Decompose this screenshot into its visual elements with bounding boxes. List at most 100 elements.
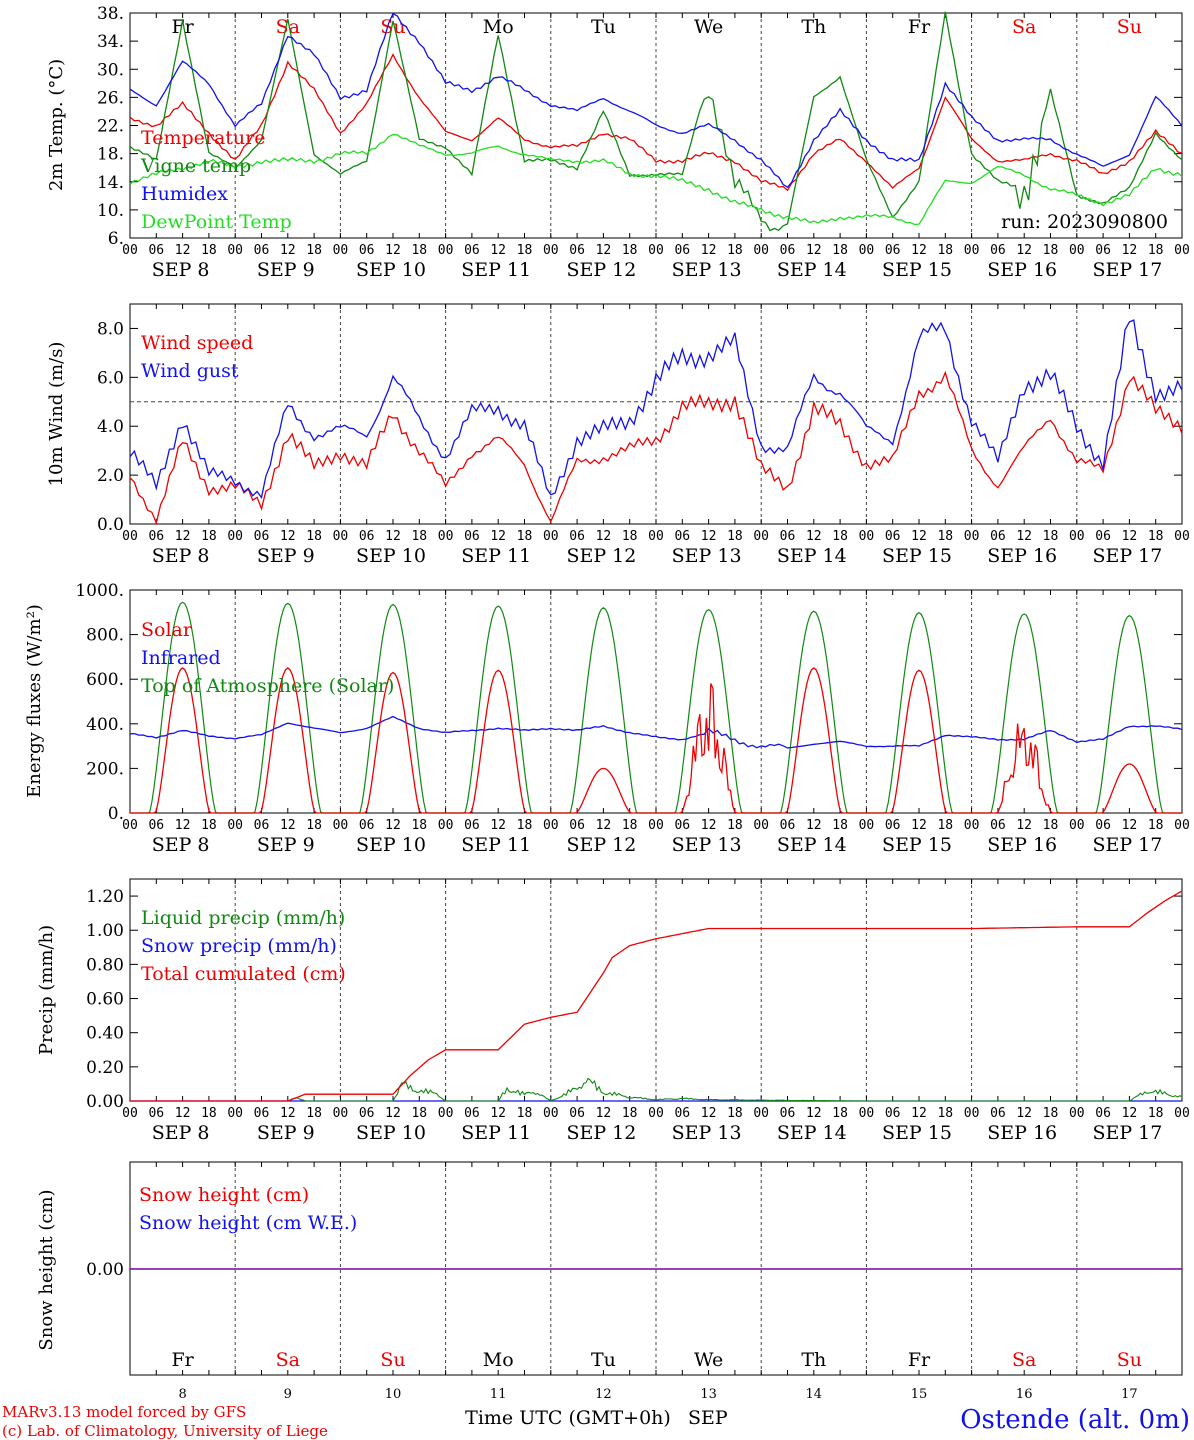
legend-snow-precip-mm-h: Snow precip (mm/h) bbox=[141, 935, 337, 957]
y-axis-label: 2m Temp. (°C) bbox=[46, 59, 67, 191]
weekday-label: Su bbox=[380, 16, 405, 38]
x-tick-label: 06 bbox=[990, 1106, 1006, 1121]
y-axis-label: Precip (mm/h) bbox=[36, 925, 57, 1055]
day-number-label: 13 bbox=[700, 1387, 717, 1402]
x-tick-label: 12 bbox=[911, 818, 927, 833]
date-label: SEP 8 bbox=[152, 1122, 210, 1144]
x-tick-label: 00 bbox=[333, 243, 349, 258]
x-tick-label: 12 bbox=[1122, 243, 1138, 258]
x-tick-label: 12 bbox=[385, 243, 401, 258]
x-tick-label: 12 bbox=[1122, 529, 1138, 544]
x-tick-label: 18 bbox=[727, 818, 743, 833]
y-axis-label: Snow height (cm) bbox=[36, 1189, 57, 1350]
x-tick-label: 00 bbox=[648, 818, 664, 833]
y-tick-label: 26. bbox=[97, 88, 124, 108]
legend-top-of-atmosphere-solar: Top of Atmosphere (Solar) bbox=[141, 675, 394, 697]
date-label: SEP 10 bbox=[356, 834, 426, 856]
x-tick-label: 06 bbox=[148, 243, 164, 258]
x-tick-label: 12 bbox=[596, 243, 612, 258]
y-tick-label: 4.0 bbox=[97, 417, 124, 437]
x-tick-label: 06 bbox=[990, 243, 1006, 258]
date-label: SEP 15 bbox=[882, 545, 952, 567]
x-tick-label: 06 bbox=[885, 529, 901, 544]
y-tick-label: 400. bbox=[86, 715, 124, 735]
legend-total-cumulated-cm: Total cumulated (cm) bbox=[141, 963, 346, 985]
legend-snow-height-cm: Snow height (cm) bbox=[139, 1184, 309, 1206]
x-tick-label: 18 bbox=[517, 529, 533, 544]
day-number-label: 8 bbox=[178, 1387, 186, 1402]
date-label: SEP 10 bbox=[356, 1122, 426, 1144]
legend-solar: Solar bbox=[141, 619, 193, 641]
x-tick-label: 06 bbox=[1095, 243, 1111, 258]
y-tick-label: 0.60 bbox=[86, 990, 124, 1010]
x-tick-label: 00 bbox=[753, 818, 769, 833]
x-tick-label: 18 bbox=[1043, 529, 1059, 544]
date-label: SEP 17 bbox=[1092, 1122, 1162, 1144]
y-tick-label: 38. bbox=[97, 4, 124, 24]
y-tick-label: 200. bbox=[86, 759, 124, 779]
series-vigne-temp bbox=[129, 11, 1183, 232]
x-tick-label: 12 bbox=[911, 1106, 927, 1121]
date-label: SEP 9 bbox=[257, 1122, 315, 1144]
y-tick-label: 6.0 bbox=[97, 368, 124, 388]
y-tick-label: 1.00 bbox=[86, 921, 124, 941]
x-tick-label: 00 bbox=[438, 818, 454, 833]
weekday-label: Fr bbox=[171, 16, 194, 38]
x-tick-label: 18 bbox=[411, 818, 427, 833]
day-number-label: 15 bbox=[911, 1387, 928, 1402]
x-tick-label: 06 bbox=[990, 818, 1006, 833]
x-tick-label: 12 bbox=[806, 529, 822, 544]
date-label: SEP 17 bbox=[1092, 259, 1162, 281]
date-label: SEP 13 bbox=[672, 545, 742, 567]
y-tick-label: 22. bbox=[97, 117, 124, 137]
x-tick-label: 12 bbox=[701, 1106, 717, 1121]
weekday-label: Tu bbox=[591, 16, 616, 38]
y-tick-label: 0.00 bbox=[86, 1092, 124, 1112]
weekday-label: Su bbox=[1117, 16, 1142, 38]
weekday-label: Su bbox=[1117, 1349, 1142, 1371]
date-label: SEP 12 bbox=[566, 834, 636, 856]
x-tick-label: 18 bbox=[306, 1106, 322, 1121]
x-tick-label: 06 bbox=[569, 1106, 585, 1121]
x-tick-label: 00 bbox=[122, 1106, 138, 1121]
x-tick-label: 00 bbox=[964, 818, 980, 833]
weekday-label: Fr bbox=[171, 1349, 194, 1371]
weekday-label: Su bbox=[380, 1349, 405, 1371]
x-tick-label: 12 bbox=[175, 529, 191, 544]
weekday-label: We bbox=[694, 1349, 723, 1371]
date-label: SEP 12 bbox=[566, 259, 636, 281]
x-tick-label: 06 bbox=[359, 818, 375, 833]
x-tick-label: 06 bbox=[674, 529, 690, 544]
x-tick-label: 18 bbox=[517, 243, 533, 258]
y-tick-label: 2.0 bbox=[97, 466, 124, 486]
y-tick-label: 6. bbox=[108, 229, 124, 249]
x-tick-label: 12 bbox=[490, 1106, 506, 1121]
x-tick-label: 00 bbox=[648, 529, 664, 544]
run-annotation: run: 2023090800 bbox=[1001, 211, 1168, 233]
x-tick-label: 18 bbox=[1148, 1106, 1164, 1121]
weekday-label: Th bbox=[801, 16, 826, 38]
y-tick-label: 1.20 bbox=[86, 887, 124, 907]
x-tick-label: 06 bbox=[359, 243, 375, 258]
x-tick-label: 18 bbox=[622, 529, 638, 544]
legend-wind-speed: Wind speed bbox=[141, 332, 253, 354]
x-tick-label: 18 bbox=[622, 1106, 638, 1121]
weekday-label: Sa bbox=[1012, 16, 1036, 38]
x-tick-label: 06 bbox=[780, 818, 796, 833]
x-tick-label: 06 bbox=[674, 818, 690, 833]
time-axis-title: Time UTC (GMT+0h) bbox=[465, 1407, 671, 1429]
x-tick-label: 18 bbox=[622, 243, 638, 258]
y-tick-label: 0.20 bbox=[86, 1058, 124, 1078]
x-tick-label: 00 bbox=[1174, 243, 1190, 258]
x-tick-label: 12 bbox=[806, 243, 822, 258]
x-tick-label: 00 bbox=[1174, 529, 1190, 544]
legend-temperature: Temperature bbox=[141, 127, 265, 149]
date-label: SEP 11 bbox=[461, 259, 531, 281]
x-tick-label: 00 bbox=[543, 818, 559, 833]
x-tick-label: 18 bbox=[517, 818, 533, 833]
legend-vigne-temp: Vigne temp bbox=[140, 155, 251, 177]
date-label: SEP 13 bbox=[672, 834, 742, 856]
day-number-label: 14 bbox=[806, 1387, 823, 1402]
x-tick-label: 12 bbox=[701, 529, 717, 544]
x-tick-label: 00 bbox=[859, 243, 875, 258]
